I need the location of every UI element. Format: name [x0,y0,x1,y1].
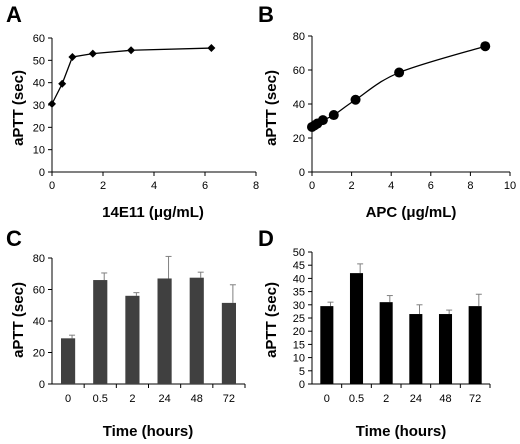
x-tick-label-c: 0.5 [93,393,108,405]
data-point-a [68,52,77,61]
bar-c [61,338,76,384]
y-tick-label-d: 50 [293,247,305,259]
x-axis-label-b: APC (μg/mL) [366,204,457,221]
x-tick-label-a: 4 [151,180,157,192]
x-tick-label-d: 24 [410,393,422,405]
bar-c [93,280,108,384]
data-point-a [48,99,56,108]
x-tick-label-c: 72 [223,393,235,405]
x-axis-label-a: 14E11 (μg/mL) [102,204,204,221]
y-tick-label-a: 30 [33,100,45,112]
x-tick-label-a: 6 [202,180,208,192]
y-tick-label-d: 30 [293,300,305,312]
data-point-a [88,49,97,58]
bar-d [409,314,423,384]
data-point-b [394,67,405,78]
x-tick-label-c: 48 [191,393,203,405]
panel-letter-d: D [258,226,274,251]
y-tick-label-d: 0 [299,379,305,391]
x-tick-label-b: 2 [349,180,355,192]
panel-c: C aPTT (sec) Time (hours) 0 20 40 60 80 0 0.5 2… [6,226,246,440]
x-tick-label-a: 2 [100,180,106,192]
panel-d: D aPTT (sec) Time (hours) 05101520253035… [258,226,491,440]
x-tick-label-a: 0 [49,180,55,192]
y-tick-label-a: 0 [39,167,45,179]
data-point-b [317,115,328,126]
bar-d [320,306,334,384]
x-tick-label-d: 72 [469,393,481,405]
x-tick-label-d: 2 [383,393,389,405]
y-axis-label-a: aPTT (sec) [10,70,27,146]
x-tick-label-b: 0 [309,180,315,192]
data-point-b [350,94,361,105]
bar-d [349,273,364,384]
y-tick-label-a: 10 [33,145,45,157]
y-tick-label-b: 20 [293,133,305,145]
y-axis-label-b: aPTT (sec) [263,70,280,146]
x-tick-label-d: 0 [324,393,330,405]
y-tick-label-d: 25 [293,313,305,325]
bar-d [379,302,393,384]
x-tick-label-b: 10 [504,180,516,192]
panel-letter-a: A [6,2,22,27]
y-tick-label-c: 20 [33,348,45,360]
y-tick-label-d: 40 [293,273,305,285]
panel-letter-c: C [6,226,22,251]
y-tick-label-d: 15 [293,339,305,351]
y-tick-label-d: 20 [293,326,305,338]
x-tick-label-d: 0.5 [349,393,364,405]
y-tick-label-c: 40 [33,316,45,328]
series-line-a [51,47,212,105]
y-tick-label-d: 5 [299,366,305,378]
x-tick-label-d: 48 [439,393,451,405]
y-tick-label-a: 50 [33,55,45,67]
x-axis-label-d: Time (hours) [356,423,447,440]
y-tick-label-d: 10 [293,353,305,365]
y-tick-label-a: 40 [33,78,45,90]
y-tick-label-d: 45 [293,260,305,272]
panel-a: A aPTT (sec) 14E11 (μg/mL) 0102030405060… [6,2,259,221]
x-tick-label-c: 0 [65,393,71,405]
y-tick-label-c: 60 [33,285,45,297]
y-tick-label-b: 40 [293,99,305,111]
bar-d [438,314,453,384]
x-tick-label-b: 6 [428,180,434,192]
data-point-a [127,46,136,55]
bar-d [468,306,482,384]
bar-c [189,277,204,384]
y-tick-label-c: 0 [39,379,45,391]
panel-b: B aPTT (sec) APC (μg/mL) 0 20 40 60 80 0 2 4 6 8 1… [258,2,516,221]
y-axis-label-d: aPTT (sec) [263,282,280,358]
bar-c [157,278,172,384]
y-tick-label-b: 0 [299,167,305,179]
x-tick-label-b: 4 [388,180,394,192]
data-point-a [58,79,67,88]
y-tick-label-a: 60 [33,33,45,45]
panel-letter-b: B [258,2,274,27]
bar-c [125,295,140,384]
y-axis-label-c: aPTT (sec) [10,282,27,358]
x-tick-label-c: 2 [129,393,135,405]
y-tick-label-b: 60 [293,65,305,77]
x-tick-label-a: 8 [253,180,259,192]
y-tick-label-d: 35 [293,287,305,299]
data-point-b [328,110,339,121]
data-point-a [207,44,216,53]
x-tick-label-c: 24 [158,393,170,405]
y-tick-label-c: 80 [33,253,45,265]
y-tick-label-a: 20 [33,122,45,134]
bar-c [221,302,236,384]
data-point-b [480,41,491,52]
x-axis-label-c: Time (hours) [103,423,194,440]
y-tick-label-b: 80 [293,31,305,43]
x-tick-label-b: 8 [467,180,473,192]
